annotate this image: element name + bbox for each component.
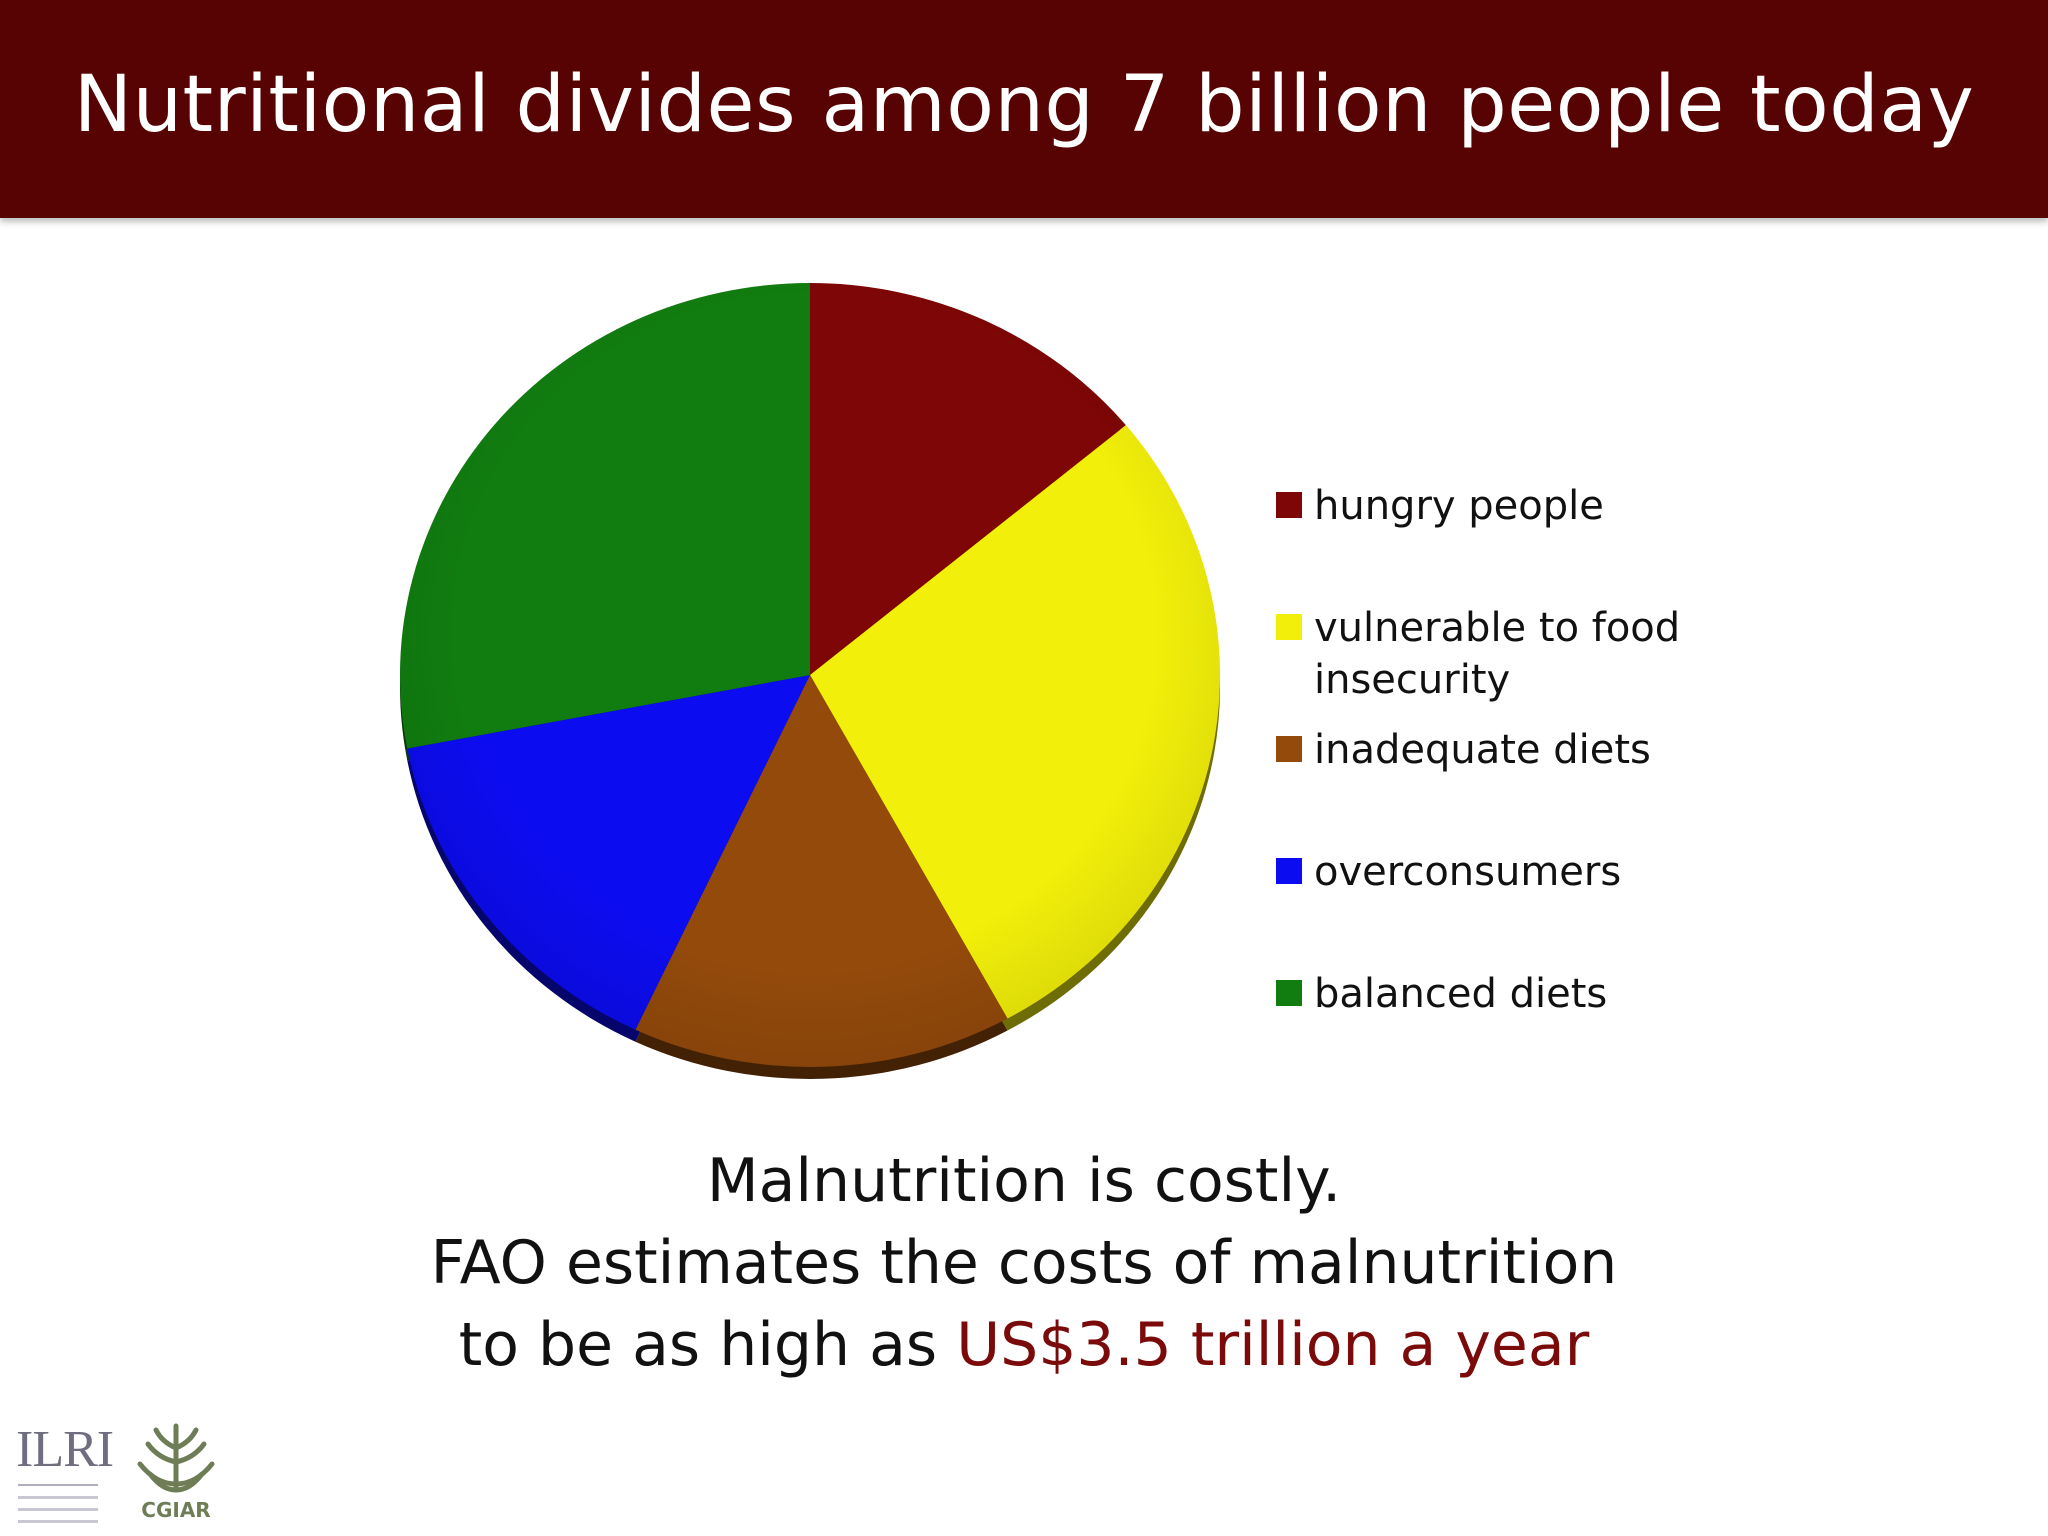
pie-slices	[400, 283, 1220, 1067]
caption-line-2: FAO estimates the costs of malnutrition	[430, 1228, 1618, 1298]
title-bar: Nutritional divides among 7 billion peop…	[0, 0, 2048, 218]
footer-logos: ILRI CGIAR	[16, 1418, 236, 1528]
ilri-logo-subtext-mark	[18, 1496, 98, 1499]
cgiar-logo-text: CGIAR	[141, 1498, 211, 1522]
legend-item-overconsumers: overconsumers	[1276, 846, 1734, 898]
legend-item-inadequate-diets: inadequate diets	[1276, 724, 1734, 776]
cgiar-logo: CGIAR	[126, 1418, 226, 1528]
legend-label: vulnerable to food insecurity	[1314, 605, 1681, 703]
pie-chart	[400, 283, 1220, 1079]
legend-item-hungry-people: hungry people	[1276, 480, 1734, 532]
ilri-logo-subtext-mark	[18, 1520, 98, 1523]
caption-line-1: Malnutrition is costly.	[706, 1146, 1342, 1216]
legend-swatch	[1276, 736, 1302, 762]
legend-label: inadequate diets	[1314, 727, 1651, 773]
ilri-logo-subtext-mark	[18, 1508, 98, 1511]
slide-title: Nutritional divides among 7 billion peop…	[73, 60, 1975, 150]
legend-swatch	[1276, 492, 1302, 518]
legend-label: balanced diets	[1314, 971, 1608, 1017]
legend-item-balanced-diets: balanced diets	[1276, 968, 1734, 1020]
caption-line-3: to be as high as US$3.5 trillion a year	[0, 1304, 2048, 1386]
ilri-logo-text: ILRI	[16, 1421, 114, 1478]
legend-item-vulnerable-to-food-insecurity: vulnerable to food insecurity	[1276, 602, 1734, 706]
pie-slice-balanced-diets	[400, 283, 810, 749]
caption: Malnutrition is costly. FAO estimates th…	[0, 1140, 2048, 1386]
caption-line-3-text: to be as high as	[458, 1310, 938, 1380]
legend-label: hungry people	[1314, 483, 1604, 529]
cgiar-wheat-icon	[137, 1423, 215, 1493]
legend-swatch	[1276, 858, 1302, 884]
ilri-logo-rule	[18, 1484, 98, 1486]
ilri-logo: ILRI	[16, 1418, 114, 1528]
caption-highlight: US$3.5 trillion a year	[956, 1310, 1590, 1380]
legend-swatch	[1276, 980, 1302, 1006]
legend-label: overconsumers	[1314, 849, 1622, 895]
legend-swatch	[1276, 614, 1302, 640]
